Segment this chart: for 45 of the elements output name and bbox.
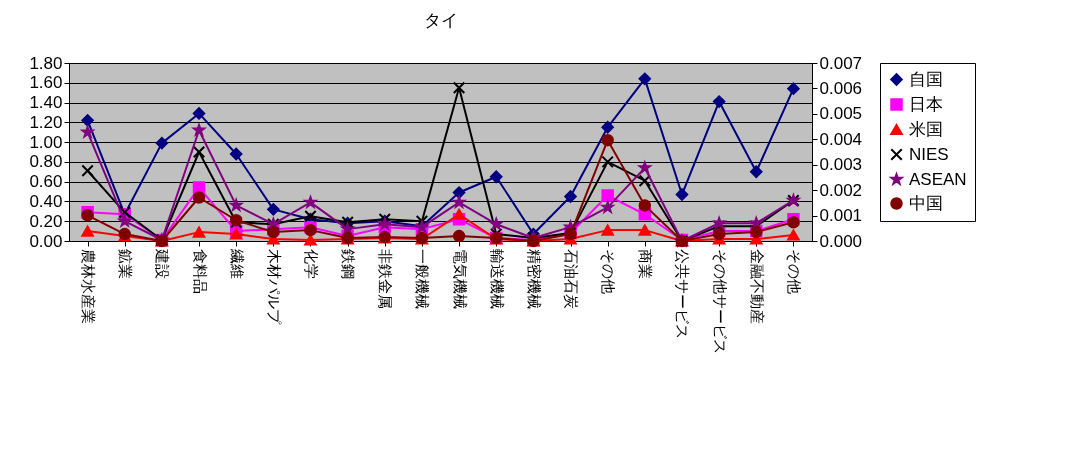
legend-label: 自国 <box>909 69 943 89</box>
legend-label: ASEAN <box>909 169 967 189</box>
y-tick-label: 0.40 <box>29 191 63 211</box>
y-tick-label: 1.20 <box>29 112 63 132</box>
x-tick-label: 木材パルプ <box>265 248 283 325</box>
y-tick-label: 0.80 <box>29 152 63 172</box>
y-tick-label: 1.00 <box>29 132 63 152</box>
y-tick-label: 0.20 <box>29 211 63 231</box>
x-tick-label: 食料品 <box>191 248 209 294</box>
legend-label: 日本 <box>909 94 943 114</box>
x-tick-label: 一般機械 <box>414 248 432 309</box>
y2-tick-label: 0.001 <box>819 206 863 226</box>
x-tick-label: 石油石炭 <box>563 248 581 309</box>
y-tick-label: 1.80 <box>29 53 63 73</box>
x-tick-label: 鉱業 <box>117 248 135 279</box>
x-tick-label: その他サービス <box>711 248 729 354</box>
y-tick-label: 0.60 <box>29 172 63 192</box>
x-tick-label: 精密機械 <box>525 248 543 309</box>
x-tick-label: 輸送機械 <box>488 248 506 309</box>
y-tick-label: 0.00 <box>29 231 63 251</box>
x-tick-label: その他 <box>785 248 803 294</box>
x-tick-label: その他 <box>600 248 618 294</box>
y2-tick-label: 0.004 <box>819 129 863 149</box>
x-tick-label: 農林水産業 <box>80 248 98 324</box>
y2-tick-label: 0.007 <box>819 53 863 73</box>
y2-tick-label: 0.002 <box>819 180 863 200</box>
x-tick-label: 電気機械 <box>451 248 469 309</box>
x-tick-label: 金融不動産 <box>748 248 766 324</box>
x-tick-label: 化学 <box>302 248 320 279</box>
y2-tick-label: 0.000 <box>819 231 863 251</box>
y2-tick-label: 0.006 <box>819 78 863 98</box>
x-tick-label: 公共サービス <box>674 248 692 339</box>
legend-label: NIES <box>909 144 949 164</box>
legend-label: 中国 <box>909 193 943 213</box>
y2-tick-label: 0.005 <box>819 104 863 124</box>
y-tick-label: 1.60 <box>29 73 63 93</box>
x-tick-label: 商業 <box>637 248 655 279</box>
x-tick-label: 建設 <box>154 247 172 279</box>
chart-title: タイ <box>423 11 458 30</box>
x-tick-label: 非鉄金属 <box>377 248 395 309</box>
x-tick-label: 繊維 <box>228 247 246 279</box>
legend-label: 米国 <box>909 119 943 139</box>
y2-tick-label: 0.003 <box>819 155 863 175</box>
x-tick-label: 鉄鋼 <box>340 248 358 279</box>
y-tick-label: 1.40 <box>29 93 63 113</box>
